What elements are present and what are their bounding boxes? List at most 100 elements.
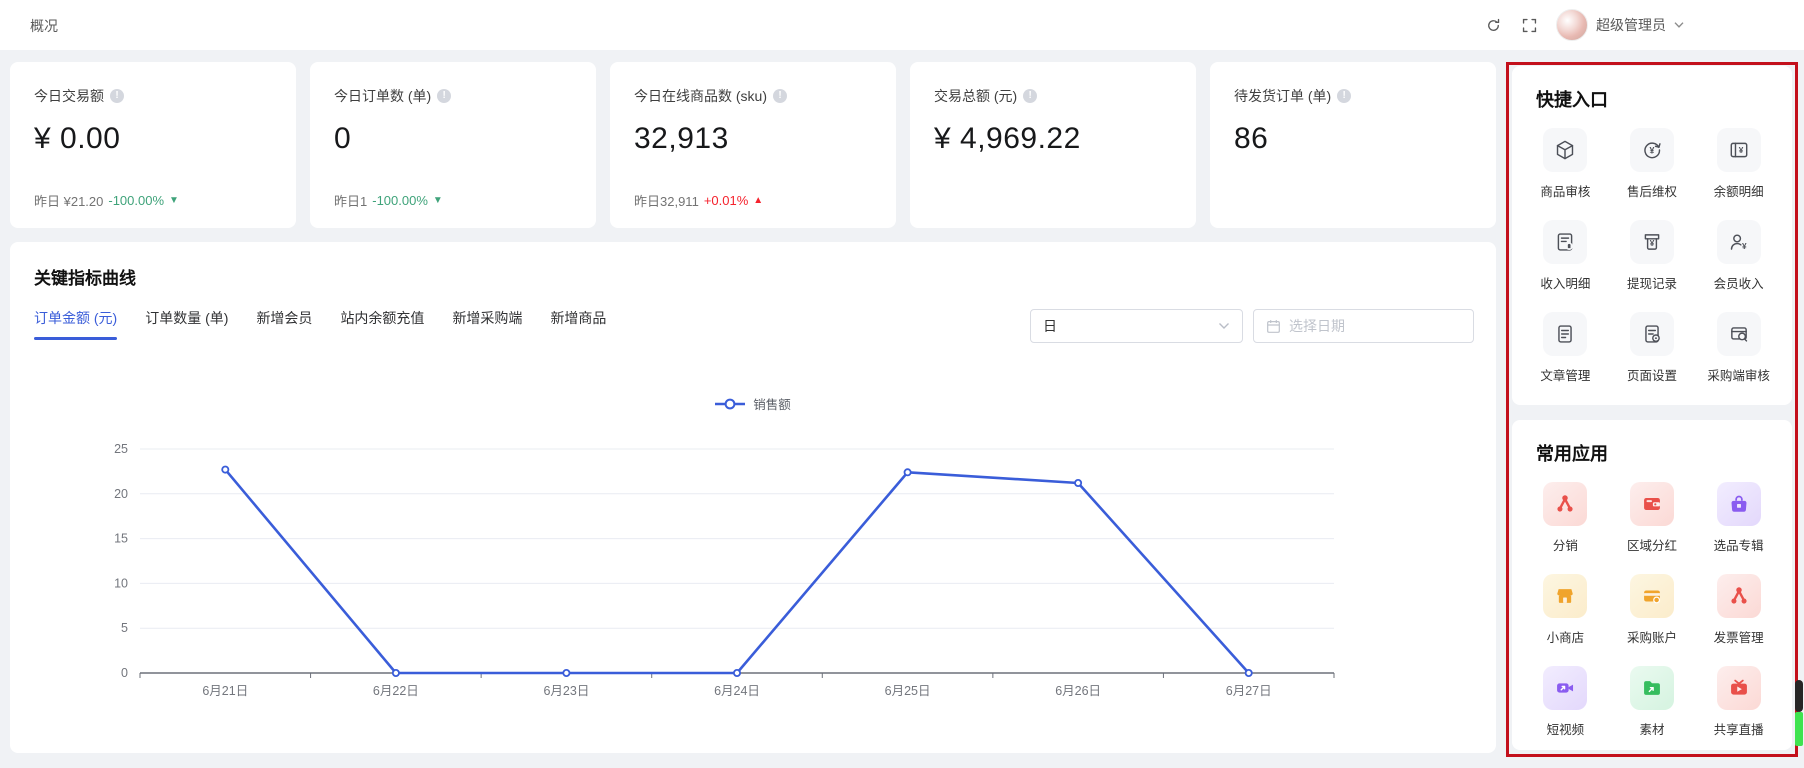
stat-value: ¥ 4,969.22 bbox=[934, 122, 1081, 155]
common-apps-title: 常用应用 bbox=[1536, 444, 1608, 464]
stat-label: 今日订单数 (单)! bbox=[334, 86, 572, 106]
legend-label: 销售额 bbox=[753, 398, 791, 412]
grid-item-label: 余额明细 bbox=[1713, 185, 1764, 199]
svg-text:6月22日: 6月22日 bbox=[373, 684, 419, 698]
common-apps-panel: 常用应用 分销 区域分红 选品专辑 小商店 采购账户 发票管理 短视频 素材 bbox=[1512, 420, 1792, 750]
stat-yesterday: 昨日 ¥21.20 -100.00% ▼ bbox=[34, 193, 179, 209]
grid-item-label: 小商店 bbox=[1546, 631, 1585, 645]
stat-cards-row: 今日交易额! ¥ 0.00 昨日 ¥21.20 -100.00% ▼ 今日订单数… bbox=[10, 62, 1496, 228]
stat-card: 今日订单数 (单)! 0 昨日1 -100.00% ▼ bbox=[310, 62, 596, 228]
grid-item-小商店[interactable]: 小商店 bbox=[1522, 574, 1609, 646]
stat-card: 今日在线商品数 (sku)! 32,913 昨日32,911 +0.01% ▲ bbox=[610, 62, 896, 228]
income-detail-icon bbox=[1543, 220, 1588, 264]
stat-card: 交易总额 (元)! ¥ 4,969.22 bbox=[910, 62, 1196, 228]
user-menu[interactable]: 超级管理员 bbox=[1556, 9, 1684, 41]
metric-tab[interactable]: 新增商品 bbox=[550, 310, 607, 326]
quick-entry-title: 快捷入口 bbox=[1536, 90, 1608, 110]
chevron-down-icon bbox=[1219, 323, 1229, 329]
grid-item-label: 采购端审核 bbox=[1707, 369, 1770, 383]
grid-item-售后维权[interactable]: ¥ 售后维权 bbox=[1609, 128, 1696, 200]
video-camera-icon bbox=[1543, 666, 1588, 710]
info-icon[interactable]: ! bbox=[1023, 89, 1038, 103]
metric-tab[interactable]: 新增采购端 bbox=[452, 310, 523, 326]
user-name: 超级管理员 bbox=[1596, 17, 1666, 33]
scrollbar-thumb[interactable] bbox=[1795, 680, 1803, 712]
metric-tab[interactable]: 新增会员 bbox=[256, 310, 313, 326]
grid-item-收入明细[interactable]: 收入明细 bbox=[1522, 220, 1609, 292]
article-icon bbox=[1543, 312, 1588, 356]
stat-card: 今日交易额! ¥ 0.00 昨日 ¥21.20 -100.00% ▼ bbox=[10, 62, 296, 228]
period-select[interactable]: 日 bbox=[1030, 309, 1243, 343]
invoice-network-icon bbox=[1716, 574, 1761, 618]
svg-text:10: 10 bbox=[114, 576, 128, 590]
grid-item-label: 售后维权 bbox=[1626, 185, 1677, 199]
svg-text:6月27日: 6月27日 bbox=[1226, 684, 1272, 698]
calendar-icon bbox=[1267, 319, 1280, 333]
grid-item-label: 短视频 bbox=[1546, 723, 1585, 737]
cube-icon bbox=[1543, 128, 1588, 172]
grid-item-label: 共享直播 bbox=[1713, 723, 1764, 737]
info-icon[interactable]: ! bbox=[437, 89, 452, 103]
svg-text:6月21日: 6月21日 bbox=[202, 684, 248, 698]
grid-item-label: 提现记录 bbox=[1626, 277, 1677, 291]
metric-tab[interactable]: 订单金额 (元) bbox=[34, 308, 118, 340]
period-select-value: 日 bbox=[1043, 318, 1057, 334]
svg-text:¥: ¥ bbox=[1738, 146, 1743, 155]
stat-yesterday: 昨日32,911 +0.01% ▲ bbox=[634, 193, 764, 209]
svg-text:25: 25 bbox=[114, 442, 128, 456]
svg-text:6月26日: 6月26日 bbox=[1055, 684, 1101, 698]
info-icon[interactable]: ! bbox=[773, 89, 787, 103]
grid-item-label: 采购账户 bbox=[1626, 631, 1677, 645]
chart-legend[interactable]: 销售额 bbox=[10, 394, 1496, 413]
grid-item-label: 收入明细 bbox=[1540, 277, 1591, 291]
shopping-bag-icon bbox=[1716, 482, 1761, 526]
stat-value: 0 bbox=[334, 122, 352, 155]
grid-item-发票管理[interactable]: 发票管理 bbox=[1695, 574, 1782, 646]
svg-text:0: 0 bbox=[121, 666, 128, 680]
grid-item-区域分红[interactable]: 区域分红 bbox=[1609, 482, 1696, 554]
stat-label: 今日交易额! bbox=[34, 86, 272, 106]
edge-green-marker bbox=[1795, 712, 1803, 746]
grid-item-余额明细[interactable]: ¥ 余额明细 bbox=[1695, 128, 1782, 200]
refresh-icon[interactable] bbox=[1484, 16, 1502, 34]
svg-text:6月23日: 6月23日 bbox=[543, 684, 589, 698]
stat-label: 待发货订单 (单)! bbox=[1234, 86, 1472, 106]
avatar bbox=[1556, 9, 1588, 41]
metric-tab[interactable]: 站内余额充值 bbox=[340, 310, 425, 326]
folder-icon bbox=[1629, 666, 1674, 710]
svg-text:5: 5 bbox=[121, 621, 128, 635]
share-network-icon bbox=[1543, 482, 1588, 526]
grid-item-共享直播[interactable]: 共享直播 bbox=[1695, 666, 1782, 738]
stat-value: ¥ 0.00 bbox=[34, 122, 121, 155]
topbar: 概况 超级管理员 bbox=[0, 0, 1804, 50]
svg-text:6月25日: 6月25日 bbox=[885, 684, 931, 698]
date-range-input[interactable]: 选择日期 bbox=[1253, 309, 1474, 343]
grid-item-提现记录[interactable]: ¥ 提现记录 bbox=[1609, 220, 1696, 292]
grid-item-选品专辑[interactable]: 选品专辑 bbox=[1695, 482, 1782, 554]
legend-line-marker bbox=[715, 398, 746, 409]
grid-item-素材[interactable]: 素材 bbox=[1609, 666, 1696, 738]
purchase-review-icon bbox=[1716, 312, 1761, 356]
chevron-down-icon bbox=[1674, 22, 1684, 28]
fullscreen-icon[interactable] bbox=[1520, 16, 1538, 34]
grid-item-采购端审核[interactable]: 采购端审核 bbox=[1695, 312, 1782, 384]
grid-item-页面设置[interactable]: 页面设置 bbox=[1609, 312, 1696, 384]
grid-item-label: 商品审核 bbox=[1540, 185, 1591, 199]
wallet-icon bbox=[1629, 482, 1674, 526]
info-icon[interactable]: ! bbox=[1337, 89, 1352, 103]
grid-item-分销[interactable]: 分销 bbox=[1522, 482, 1609, 554]
info-icon[interactable]: ! bbox=[110, 89, 124, 103]
grid-item-label: 分销 bbox=[1552, 539, 1578, 553]
grid-item-短视频[interactable]: 短视频 bbox=[1522, 666, 1609, 738]
grid-item-label: 素材 bbox=[1639, 723, 1665, 737]
grid-item-label: 区域分红 bbox=[1626, 539, 1677, 553]
grid-item-商品审核[interactable]: 商品审核 bbox=[1522, 128, 1609, 200]
topbar-actions: 超级管理员 bbox=[1484, 0, 1684, 50]
grid-item-文章管理[interactable]: 文章管理 bbox=[1522, 312, 1609, 384]
grid-item-会员收入[interactable]: ¥ 会员收入 bbox=[1695, 220, 1782, 292]
stat-yesterday: 昨日1 -100.00% ▼ bbox=[334, 193, 443, 209]
grid-item-采购账户[interactable]: 采购账户 bbox=[1609, 574, 1696, 646]
metric-tab[interactable]: 订单数量 (单) bbox=[145, 310, 229, 326]
grid-item-label: 会员收入 bbox=[1713, 277, 1764, 291]
quick-entry-grid: 商品审核 ¥ 售后维权 ¥ 余额明细 收入明细 ¥ 提现记录 ¥ 会员收入 文章管理 页… bbox=[1512, 114, 1792, 384]
